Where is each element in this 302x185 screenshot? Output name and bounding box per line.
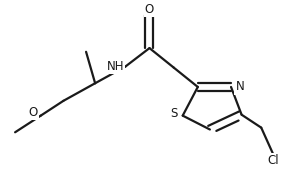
Text: Cl: Cl [268,154,279,167]
Text: O: O [145,3,154,16]
Text: N: N [236,80,244,93]
Text: O: O [28,106,37,119]
Text: S: S [170,107,177,120]
Text: NH: NH [107,60,124,73]
